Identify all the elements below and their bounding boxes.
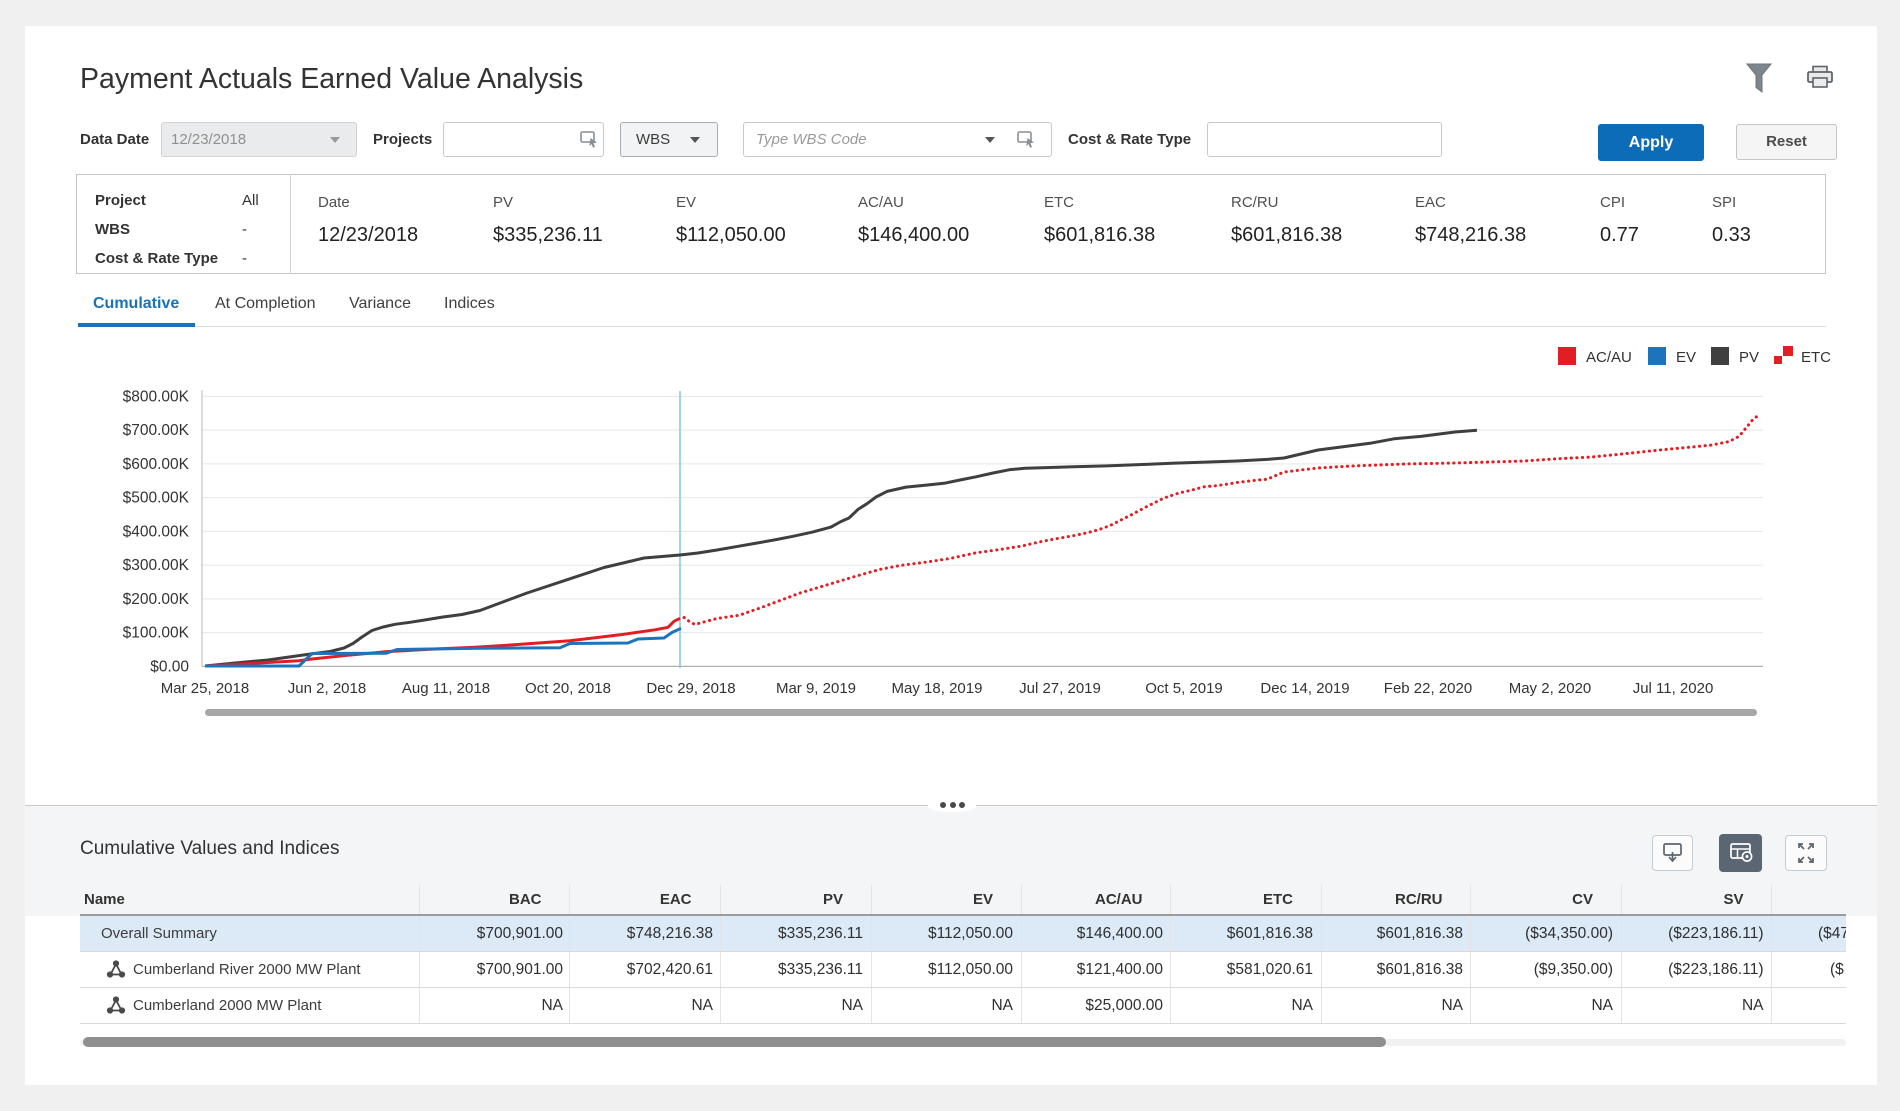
- svg-text:Mar 9, 2019: Mar 9, 2019: [776, 680, 856, 697]
- svg-text:$200.00K: $200.00K: [123, 591, 190, 608]
- svg-text:Jul 27, 2019: Jul 27, 2019: [1019, 680, 1101, 697]
- svg-text:May 18, 2019: May 18, 2019: [892, 680, 983, 697]
- svg-text:$700.00K: $700.00K: [123, 422, 190, 439]
- svg-text:$100.00K: $100.00K: [123, 625, 190, 642]
- svg-text:$600.00K: $600.00K: [123, 456, 190, 473]
- svg-text:Oct 20, 2018: Oct 20, 2018: [525, 680, 611, 697]
- svg-text:Oct 5, 2019: Oct 5, 2019: [1145, 680, 1223, 697]
- svg-text:$400.00K: $400.00K: [123, 523, 190, 540]
- svg-text:Dec 29, 2018: Dec 29, 2018: [646, 680, 735, 697]
- svg-text:May 2, 2020: May 2, 2020: [1509, 680, 1592, 697]
- svg-text:$800.00K: $800.00K: [123, 388, 190, 405]
- svg-text:$0.00: $0.00: [150, 658, 189, 675]
- svg-text:Feb 22, 2020: Feb 22, 2020: [1384, 680, 1472, 697]
- svg-text:Dec 14, 2019: Dec 14, 2019: [1260, 680, 1349, 697]
- svg-text:Jun 2, 2018: Jun 2, 2018: [288, 680, 366, 697]
- svg-text:$500.00K: $500.00K: [123, 490, 190, 507]
- svg-text:Aug 11, 2018: Aug 11, 2018: [402, 680, 490, 697]
- svg-text:Mar 25, 2018: Mar 25, 2018: [161, 680, 249, 697]
- svg-text:$300.00K: $300.00K: [123, 557, 190, 574]
- svg-text:Jul 11, 2020: Jul 11, 2020: [1633, 680, 1714, 697]
